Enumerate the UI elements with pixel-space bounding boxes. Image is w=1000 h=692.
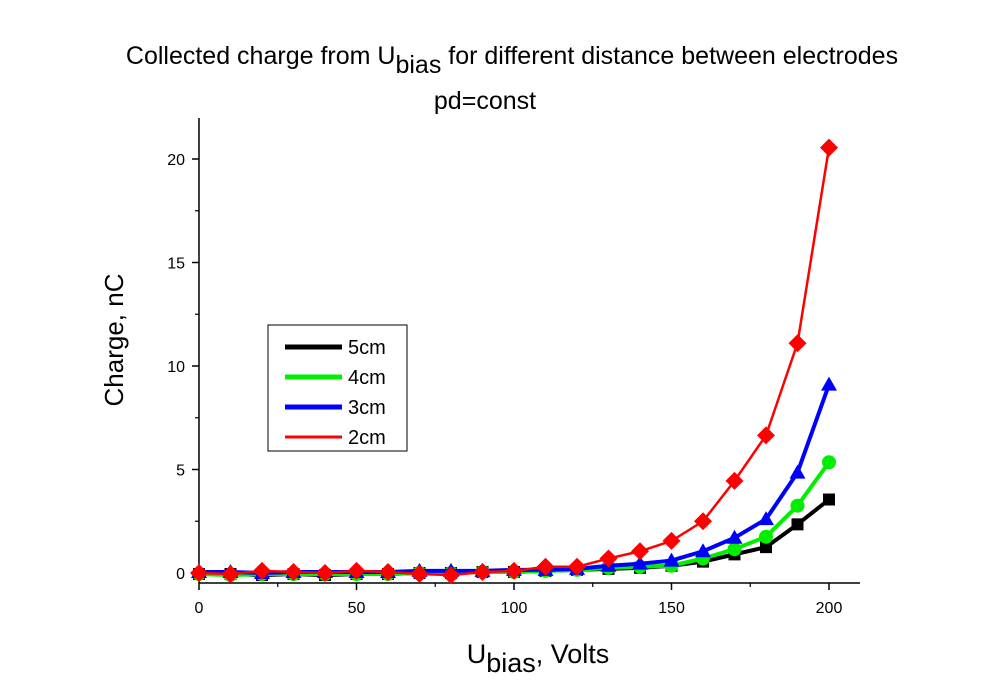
data-point-2cm — [347, 561, 366, 580]
data-point-2cm — [662, 531, 681, 550]
data-point-5cm — [791, 518, 804, 531]
axis-ticks: 0 50 100 150 200 0 5 10 15 20 — [167, 152, 842, 617]
y-tick-label: 10 — [167, 359, 185, 376]
legend-label: 2cm — [348, 427, 386, 449]
data-point-2cm — [820, 138, 838, 157]
chart-subtitle: pd=const — [434, 87, 536, 115]
data-point-2cm — [505, 561, 523, 580]
data-point-2cm — [631, 542, 649, 561]
y-tick-label: 20 — [167, 152, 185, 169]
data-point-2cm — [725, 471, 744, 490]
data-point-2cm — [379, 562, 397, 581]
series-2cm — [190, 138, 838, 585]
data-point-4cm — [727, 542, 742, 557]
legend-label: 4cm — [348, 367, 386, 389]
data-point-4cm — [759, 529, 773, 544]
data-point-2cm — [757, 426, 775, 445]
y-tick-label: 5 — [176, 463, 185, 480]
legend-label: 5cm — [348, 337, 386, 359]
data-point-4cm — [822, 455, 836, 470]
data-point-2cm — [284, 562, 303, 581]
data-point-3cm — [726, 529, 743, 544]
series-layer — [190, 138, 838, 585]
legend-item-5cm: 5cm — [285, 337, 386, 359]
x-tick-label: 100 — [501, 600, 528, 617]
y-tick-label: 15 — [167, 256, 185, 273]
y-axis-label: Charge, nC — [99, 274, 129, 407]
data-point-5cm — [823, 493, 835, 506]
x-tick-label: 50 — [348, 600, 366, 617]
data-point-2cm — [190, 564, 208, 582]
data-point-3cm — [821, 376, 837, 391]
data-point-2cm — [788, 334, 807, 353]
y-tick-label: 0 — [176, 566, 185, 583]
legend-item-2cm: 2cm — [285, 427, 386, 449]
data-point-3cm — [695, 543, 711, 558]
data-point-2cm — [473, 562, 492, 581]
x-tick-label: 200 — [816, 600, 843, 617]
data-point-3cm — [758, 511, 774, 526]
data-point-4cm — [790, 498, 805, 513]
data-point-5cm — [760, 541, 772, 554]
data-point-2cm — [536, 557, 555, 576]
chart-title: Collected charge from Ubias for differen… — [126, 42, 898, 79]
data-point-2cm — [221, 565, 240, 584]
data-point-2cm — [694, 512, 712, 531]
x-tick-label: 150 — [658, 600, 685, 617]
data-point-3cm — [663, 552, 680, 567]
data-point-2cm — [253, 561, 271, 580]
data-point-2cm — [410, 565, 429, 584]
data-point-2cm — [568, 557, 586, 576]
data-point-2cm — [599, 549, 618, 568]
x-axis-label: Ubias, Volts — [467, 639, 610, 678]
data-point-3cm — [789, 464, 806, 479]
x-tick-label: 0 — [195, 600, 204, 617]
legend-label: 3cm — [348, 397, 386, 419]
data-point-2cm — [316, 564, 334, 582]
legend: 5cm 4cm 3cm 2cm — [267, 324, 408, 452]
legend-box — [267, 324, 408, 452]
data-point-3cm — [632, 555, 648, 570]
data-point-2cm — [442, 566, 460, 585]
legend-item-4cm: 4cm — [285, 367, 386, 389]
legend-item-3cm: 3cm — [285, 397, 386, 419]
